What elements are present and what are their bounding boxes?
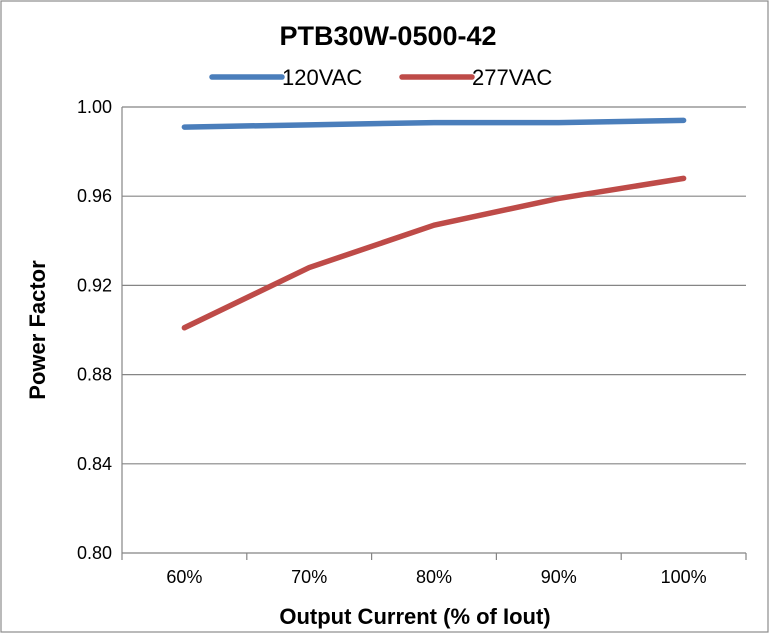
y-tick-label: 0.80 xyxy=(77,543,112,563)
x-tick-label: 80% xyxy=(416,567,452,587)
y-tick-label: 0.88 xyxy=(77,365,112,385)
legend-label-277vac: 277VAC xyxy=(472,65,552,90)
x-axis-title: Output Current (% of Iout) xyxy=(279,604,550,629)
x-tick-label: 100% xyxy=(661,567,707,587)
y-tick-label: 0.96 xyxy=(77,186,112,206)
y-axis-title: Power Factor xyxy=(25,260,50,400)
series-lines xyxy=(181,117,687,331)
axes xyxy=(121,107,747,560)
series-line-277vac xyxy=(181,175,687,331)
y-tick-label: 0.84 xyxy=(77,454,112,474)
y-tick-labels: 0.80 0.84 0.88 0.92 0.96 1.00 xyxy=(77,97,112,563)
series-line-120vac xyxy=(181,117,687,130)
y-tick-label: 0.92 xyxy=(77,275,112,295)
x-tick-label: 60% xyxy=(166,567,202,587)
legend-label-120vac: 120VAC xyxy=(282,65,362,90)
y-tick-label: 1.00 xyxy=(77,97,112,117)
x-tick-label: 70% xyxy=(291,567,327,587)
x-tick-labels: 60% 70% 80% 90% 100% xyxy=(166,567,706,587)
chart-title: PTB30W-0500-42 xyxy=(279,21,496,51)
gridlines xyxy=(122,106,746,465)
legend: 120VAC 277VAC xyxy=(209,65,552,90)
x-tick-label: 90% xyxy=(541,567,577,587)
